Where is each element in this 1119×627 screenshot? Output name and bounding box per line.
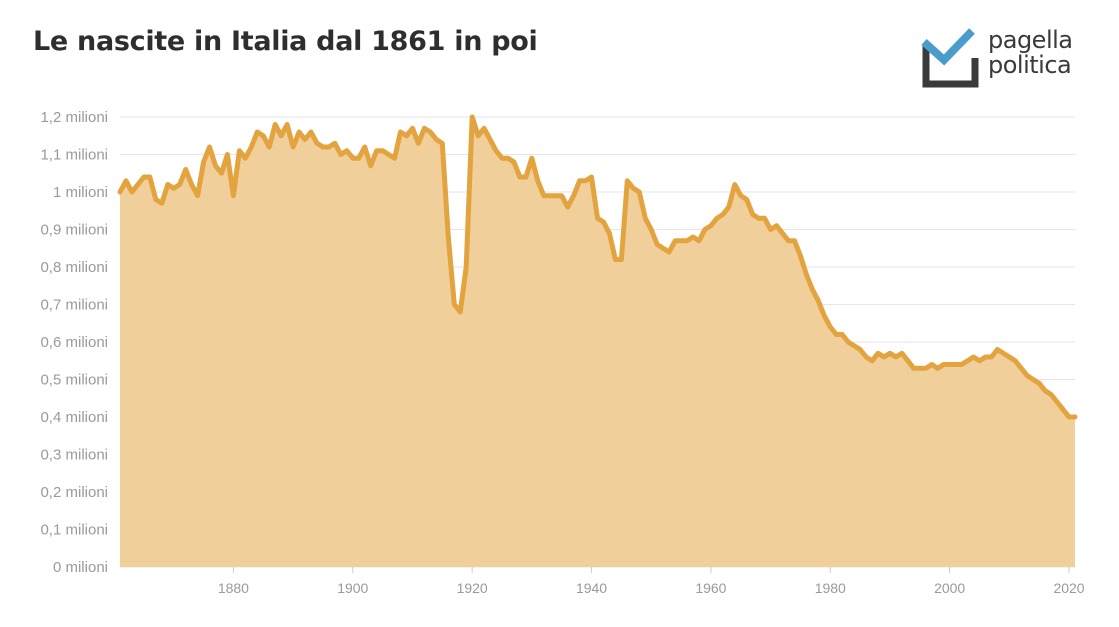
logo-line-1: pagella (988, 26, 1073, 54)
births-area-fill (120, 117, 1075, 567)
y-tick-label: 1,1 milioni (40, 147, 108, 164)
y-tick-label: 0,6 milioni (40, 334, 108, 351)
y-axis-ticks: 0 milioni 0,1 milioni 0,2 milioni 0,3 milio… (40, 109, 108, 576)
x-tick-label: 1900 (337, 580, 368, 596)
pagella-politica-logo[interactable]: pagella politica (920, 28, 1090, 90)
y-tick-label: 0,2 milioni (40, 484, 108, 501)
checkbox-logo-icon (921, 28, 979, 88)
x-tick-label: 2000 (934, 580, 965, 596)
y-tick-label: 0,1 milioni (40, 522, 108, 539)
y-tick-label: 0,9 milioni (40, 222, 108, 239)
x-tick-label: 1880 (218, 580, 249, 596)
x-axis-ticks: 1880 1900 1920 1940 1960 1980 2000 2020 (218, 567, 1085, 596)
x-tick-label: 2020 (1053, 580, 1084, 596)
x-tick-label: 1940 (576, 580, 607, 596)
y-tick-label: 1,2 milioni (40, 109, 108, 126)
y-tick-label: 0 milioni (53, 559, 108, 576)
y-tick-label: 0,8 milioni (40, 259, 108, 276)
y-tick-label: 0,5 milioni (40, 372, 108, 389)
logo-wordmark: pagella politica (988, 26, 1073, 79)
x-tick-label: 1980 (815, 580, 846, 596)
area-layer (117, 114, 1078, 567)
y-tick-label: 0,3 milioni (40, 447, 108, 464)
x-tick-label: 1960 (695, 580, 726, 596)
chart-title: Le nascite in Italia dal 1861 in poi (33, 26, 538, 57)
y-tick-label: 0,4 milioni (40, 409, 108, 426)
births-series-line (117, 114, 1078, 420)
x-tick-label: 1920 (457, 580, 488, 596)
y-tick-label: 1 milioni (53, 184, 108, 201)
logo-line-2: politica (988, 51, 1072, 79)
y-tick-label: 0,7 milioni (40, 297, 108, 314)
